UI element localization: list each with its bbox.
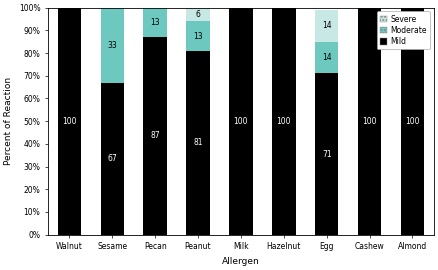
Bar <box>143 37 167 235</box>
Text: 13: 13 <box>193 32 203 40</box>
Bar <box>272 8 296 235</box>
Bar <box>100 83 124 235</box>
Bar <box>315 42 339 73</box>
Text: 14: 14 <box>322 21 332 30</box>
Text: 100: 100 <box>362 117 377 126</box>
Text: 100: 100 <box>233 117 248 126</box>
Text: 81: 81 <box>193 138 203 147</box>
Text: 100: 100 <box>62 117 77 126</box>
Bar <box>100 8 124 83</box>
Bar <box>143 8 167 37</box>
Bar <box>229 8 253 235</box>
Bar <box>358 8 381 235</box>
Text: 67: 67 <box>107 154 117 163</box>
Text: 33: 33 <box>107 40 117 50</box>
Text: 14: 14 <box>322 53 332 62</box>
Text: 100: 100 <box>276 117 291 126</box>
Bar <box>58 8 81 235</box>
Text: 13: 13 <box>150 18 160 27</box>
Legend: Severe, Moderate, Mild: Severe, Moderate, Mild <box>377 12 430 49</box>
X-axis label: Allergen: Allergen <box>222 257 260 266</box>
Bar <box>315 10 339 42</box>
Bar <box>315 73 339 235</box>
Text: 6: 6 <box>196 10 201 19</box>
Text: 71: 71 <box>322 150 332 158</box>
Bar <box>186 51 210 235</box>
Y-axis label: Percent of Reaction: Percent of Reaction <box>4 77 13 165</box>
Text: 100: 100 <box>405 117 420 126</box>
Bar <box>401 8 424 235</box>
Bar <box>186 21 210 51</box>
Bar <box>186 8 210 21</box>
Text: 87: 87 <box>150 131 160 140</box>
